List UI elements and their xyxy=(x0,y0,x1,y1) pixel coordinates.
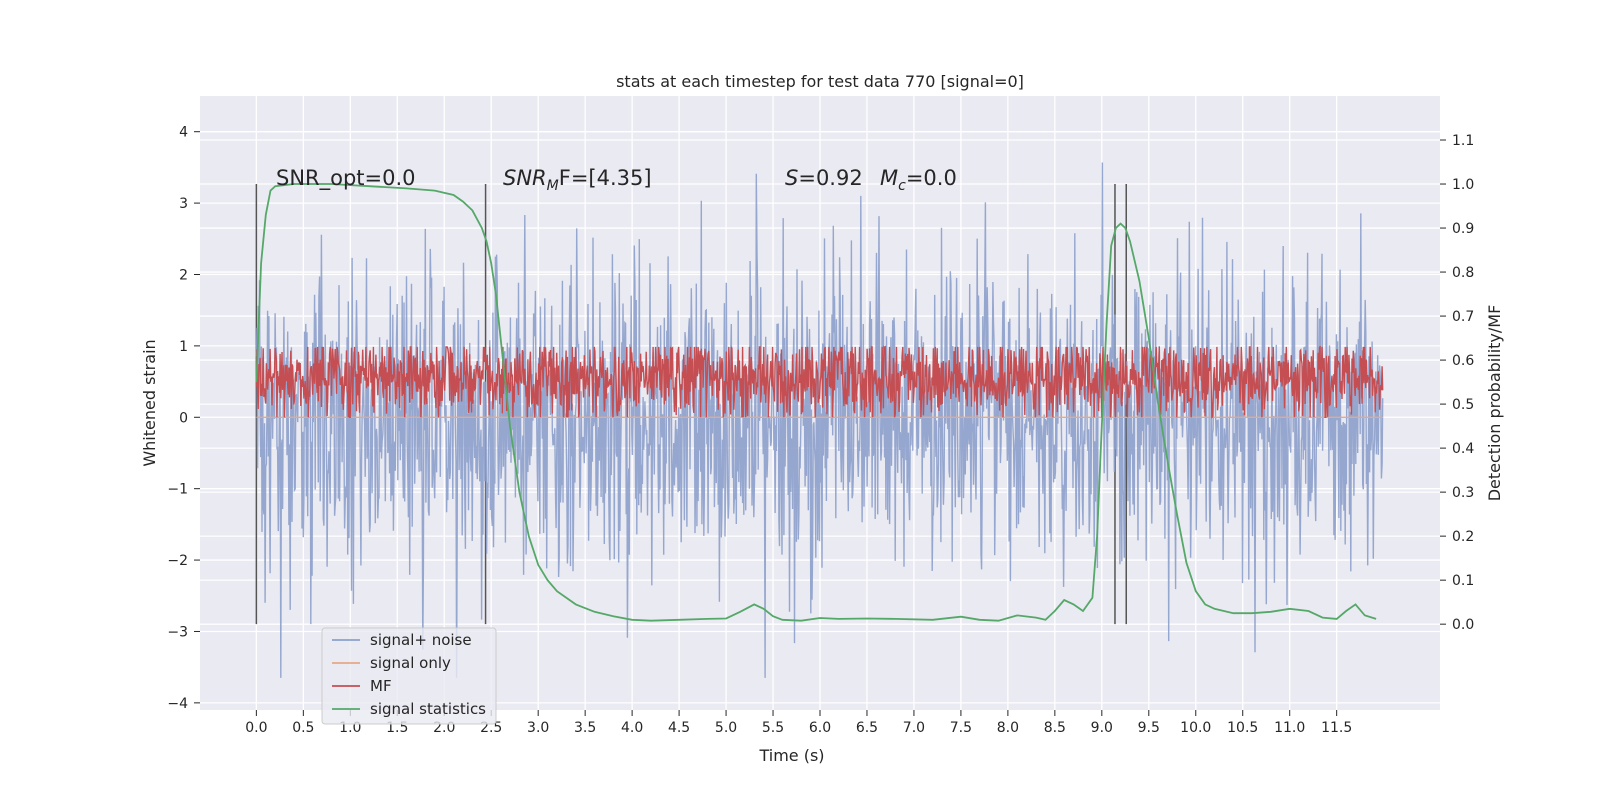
x-tick-label-8.5: 8.5 xyxy=(1044,720,1066,736)
y-axis-right-label: Detection probability/MF xyxy=(1485,305,1504,502)
y-left-tick-label-0: 0 xyxy=(179,410,188,426)
annotations: SNR_opt=0.0 SNRMF=[4.35] S=0.92 Mc=0.0 xyxy=(276,166,957,194)
y-left-tick-label-2: 2 xyxy=(179,267,188,283)
x-tick-label-5.0: 5.0 xyxy=(715,720,737,736)
legend: signal+ noise signal only MF signal stat… xyxy=(321,627,497,725)
x-tick-label-11.5: 11.5 xyxy=(1321,720,1352,736)
x-tick-label-8.0: 8.0 xyxy=(997,720,1019,736)
annotation-s-main: S xyxy=(785,166,798,190)
annotation-snr-opt: SNR_opt=0.0 xyxy=(276,166,416,191)
series-mf xyxy=(255,345,1384,419)
legend-label-signal-statistics: signal statistics xyxy=(370,700,486,718)
x-tick-label-0.0: 0.0 xyxy=(245,720,267,736)
x-axis-label: Time (s) xyxy=(758,746,824,765)
annotation-snr-mf: SNRMF=[4.35] xyxy=(503,166,652,194)
chart-title: stats at each timestep for test data 770… xyxy=(616,72,1024,91)
x-tick-label-9.5: 9.5 xyxy=(1138,720,1160,736)
annotation-s-value: =0.92 xyxy=(798,166,862,190)
x-tick-label-3.0: 3.0 xyxy=(527,720,549,736)
y-left-tick-label--1: −1 xyxy=(167,482,188,498)
y-axis-right-ticks: 0.0 0.1 0.2 0.3 0.4 0.5 0.6 0.7 0.8 0.9 1.0 1.1 xyxy=(1440,133,1474,633)
annotation-mc-value: =0.0 xyxy=(906,166,957,190)
series-signal-noise xyxy=(255,162,1384,678)
x-tick-label-6.0: 6.0 xyxy=(809,720,831,736)
x-tick-label-10.5: 10.5 xyxy=(1227,720,1258,736)
legend-box xyxy=(321,627,497,725)
y-axis-left-label: Whitened strain xyxy=(140,339,159,466)
annotation-mc: Mc=0.0 xyxy=(880,166,957,194)
y-right-tick-label-0.1: 0.1 xyxy=(1452,573,1474,589)
y-right-tick-label-0.0: 0.0 xyxy=(1452,617,1474,633)
series-signal-statistics xyxy=(255,183,1377,622)
y-right-tick-label-0.8: 0.8 xyxy=(1452,265,1474,281)
x-tick-label-3.5: 3.5 xyxy=(574,720,596,736)
x-tick-label-4.5: 4.5 xyxy=(668,720,690,736)
line-signal-noise xyxy=(255,162,1384,678)
y-left-tick-label--3: −3 xyxy=(167,624,188,640)
legend-label-mf: MF xyxy=(370,677,392,695)
y-right-tick-label-0.6: 0.6 xyxy=(1452,353,1474,369)
x-axis-ticks: 0.0 0.5 1.0 1.5 2.0 2.5 3.0 3.5 4.0 4.5 5.0 5.5 6.0 6… xyxy=(245,710,1352,736)
y-left-tick-label--2: −2 xyxy=(167,553,188,569)
x-tick-label-11.0: 11.0 xyxy=(1274,720,1305,736)
line-mf xyxy=(255,345,1384,419)
x-tick-label-4.0: 4.0 xyxy=(621,720,643,736)
y-left-tick-label-3: 3 xyxy=(179,196,188,212)
series-group xyxy=(255,162,1384,678)
y-right-tick-label-1.0: 1.0 xyxy=(1452,177,1474,193)
annotation-snr-mf-main: SNR xyxy=(503,166,547,190)
x-tick-label-10.0: 10.0 xyxy=(1180,720,1211,736)
x-tick-label-5.5: 5.5 xyxy=(762,720,784,736)
y-right-tick-label-0.4: 0.4 xyxy=(1452,441,1474,457)
x-tick-label-6.5: 6.5 xyxy=(856,720,878,736)
y-right-tick-label-0.2: 0.2 xyxy=(1452,529,1474,545)
x-tick-label-0.5: 0.5 xyxy=(292,720,314,736)
y-left-tick-label--4: −4 xyxy=(167,696,188,712)
annotation-snr-mf-tail: F=[4.35] xyxy=(559,166,652,190)
y-left-tick-label-1: 1 xyxy=(179,339,188,355)
annotation-snr-mf-sub: M xyxy=(547,178,559,194)
y-right-tick-label-0.5: 0.5 xyxy=(1452,397,1474,413)
y-axis-left-ticks: −4 −3 −2 −1 0 1 2 3 4 xyxy=(167,125,200,712)
annotation-s: S=0.92 xyxy=(785,166,863,190)
x-tick-label-7.5: 7.5 xyxy=(950,720,972,736)
y-right-tick-label-0.3: 0.3 xyxy=(1452,485,1474,501)
x-tick-label-7.0: 7.0 xyxy=(903,720,925,736)
annotation-mc-main: M xyxy=(880,166,898,190)
y-right-tick-label-0.7: 0.7 xyxy=(1452,309,1474,325)
y-right-tick-label-0.9: 0.9 xyxy=(1452,221,1474,237)
line-signal-statistics xyxy=(255,183,1377,622)
legend-label-signal-noise: signal+ noise xyxy=(370,631,472,649)
annotation-mc-sub: c xyxy=(898,178,906,194)
y-left-tick-label-4: 4 xyxy=(179,125,188,141)
x-tick-label-9.0: 9.0 xyxy=(1091,720,1113,736)
legend-label-signal-only: signal only xyxy=(370,654,451,672)
y-right-tick-label-1.1: 1.1 xyxy=(1452,133,1474,149)
